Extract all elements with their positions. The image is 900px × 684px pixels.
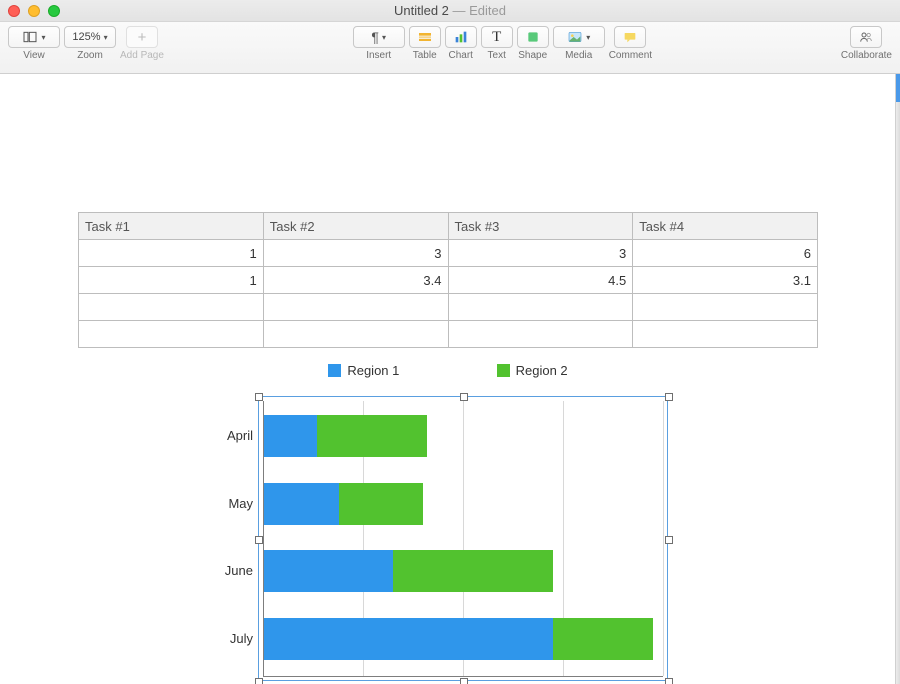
collaborate-button[interactable] xyxy=(850,26,882,48)
document-canvas[interactable]: Task #1Task #2Task #3Task #4 133613.44.5… xyxy=(0,74,900,684)
shape-label: Shape xyxy=(518,50,547,61)
table-cell[interactable]: 1 xyxy=(79,267,264,294)
table-header[interactable]: Task #2 xyxy=(263,213,448,240)
table-row[interactable]: 13.44.53.1 xyxy=(79,267,818,294)
bar-region1[interactable] xyxy=(263,483,339,525)
media-icon xyxy=(567,29,583,45)
chart-icon xyxy=(453,29,469,45)
view-icon xyxy=(22,29,38,45)
chevron-down-icon: ▾ xyxy=(586,33,590,42)
pilcrow-icon: ¶ xyxy=(371,29,379,45)
data-table[interactable]: Task #1Task #2Task #3Task #4 133613.44.5… xyxy=(78,212,818,348)
window-title: Untitled 2 — Edited xyxy=(0,3,900,18)
chevron-down-icon: ▾ xyxy=(104,33,108,42)
insert-menu-button[interactable]: ¶ ▾ xyxy=(353,26,405,48)
table-cell[interactable] xyxy=(633,321,818,348)
table-cell[interactable] xyxy=(263,321,448,348)
media-menu-button[interactable]: ▾ xyxy=(553,26,605,48)
selection-handle[interactable] xyxy=(255,536,263,544)
collaborate-label: Collaborate xyxy=(841,50,892,61)
table-button[interactable] xyxy=(409,26,441,48)
document-title: Untitled 2 xyxy=(394,3,449,18)
category-label: July xyxy=(203,631,253,646)
insert-label: Insert xyxy=(366,50,391,61)
comment-icon xyxy=(622,29,638,45)
chart-gridline xyxy=(663,401,664,676)
table-cell[interactable] xyxy=(263,294,448,321)
selection-handle[interactable] xyxy=(665,393,673,401)
chart-plot[interactable]: 050100150200AprilMayJuneJuly xyxy=(263,401,663,676)
toolbar: ▾ View 125% ▾ Zoom + Add Page ¶ ▾ xyxy=(0,22,900,74)
table-cell[interactable] xyxy=(633,294,818,321)
selection-handle[interactable] xyxy=(460,393,468,401)
bar-region2[interactable] xyxy=(339,483,423,525)
table-cell[interactable] xyxy=(79,321,264,348)
table-cell[interactable]: 4.5 xyxy=(448,267,633,294)
table-label: Table xyxy=(413,50,437,61)
selection-handle[interactable] xyxy=(255,393,263,401)
legend-label-region1: Region 1 xyxy=(347,363,399,378)
scrollbar[interactable] xyxy=(896,74,900,684)
bar-region2[interactable] xyxy=(553,618,653,660)
y-axis xyxy=(263,401,264,676)
bar-region1[interactable] xyxy=(263,618,553,660)
table-cell[interactable]: 3 xyxy=(263,240,448,267)
table-header[interactable]: Task #3 xyxy=(448,213,633,240)
table-cell[interactable]: 3.1 xyxy=(633,267,818,294)
chart-button[interactable] xyxy=(445,26,477,48)
legend-swatch-region2 xyxy=(497,364,510,377)
table-icon xyxy=(417,29,433,45)
add-page-button[interactable]: + xyxy=(126,26,158,48)
category-label: May xyxy=(203,496,253,511)
bar-region2[interactable] xyxy=(393,550,553,592)
view-label: View xyxy=(23,50,45,61)
chevron-down-icon: ▾ xyxy=(41,33,45,42)
table-cell[interactable]: 6 xyxy=(633,240,818,267)
text-button[interactable]: T xyxy=(481,26,513,48)
table-cell[interactable]: 1 xyxy=(79,240,264,267)
table-row[interactable] xyxy=(79,321,818,348)
add-page-label: Add Page xyxy=(120,50,164,61)
table-row[interactable] xyxy=(79,294,818,321)
selection-handle[interactable] xyxy=(665,536,673,544)
table-header[interactable]: Task #1 xyxy=(79,213,264,240)
shape-icon xyxy=(525,29,541,45)
chevron-down-icon: ▾ xyxy=(382,33,386,42)
chart-legend: Region 1 Region 2 xyxy=(0,363,896,378)
scroll-position-indicator xyxy=(896,74,900,102)
table-cell[interactable]: 3 xyxy=(448,240,633,267)
page: Task #1Task #2Task #3Task #4 133613.44.5… xyxy=(0,74,896,684)
view-menu-button[interactable]: ▾ xyxy=(8,26,60,48)
table-row[interactable]: 1336 xyxy=(79,240,818,267)
shape-button[interactable] xyxy=(517,26,549,48)
bar-region1[interactable] xyxy=(263,415,317,457)
comment-label: Comment xyxy=(609,50,652,61)
collaborate-icon xyxy=(858,29,874,45)
zoom-value: 125% xyxy=(72,31,100,43)
zoom-menu-button[interactable]: 125% ▾ xyxy=(64,26,116,48)
table-cell[interactable] xyxy=(448,321,633,348)
titlebar: Untitled 2 — Edited xyxy=(0,0,900,22)
text-icon: T xyxy=(492,29,501,46)
comment-button[interactable] xyxy=(614,26,646,48)
table-cell[interactable] xyxy=(448,294,633,321)
category-label: April xyxy=(203,428,253,443)
x-axis xyxy=(263,676,663,677)
table-cell[interactable]: 3.4 xyxy=(263,267,448,294)
legend-swatch-region1 xyxy=(328,364,341,377)
media-label: Media xyxy=(565,50,592,61)
bar-region1[interactable] xyxy=(263,550,393,592)
zoom-label: Zoom xyxy=(77,50,103,61)
document-status: Edited xyxy=(469,3,506,18)
plus-icon: + xyxy=(138,29,147,46)
chart-label: Chart xyxy=(448,50,472,61)
category-label: June xyxy=(203,563,253,578)
bar-region2[interactable] xyxy=(317,415,427,457)
table-cell[interactable] xyxy=(79,294,264,321)
legend-label-region2: Region 2 xyxy=(516,363,568,378)
text-label: Text xyxy=(488,50,506,61)
table-header[interactable]: Task #4 xyxy=(633,213,818,240)
